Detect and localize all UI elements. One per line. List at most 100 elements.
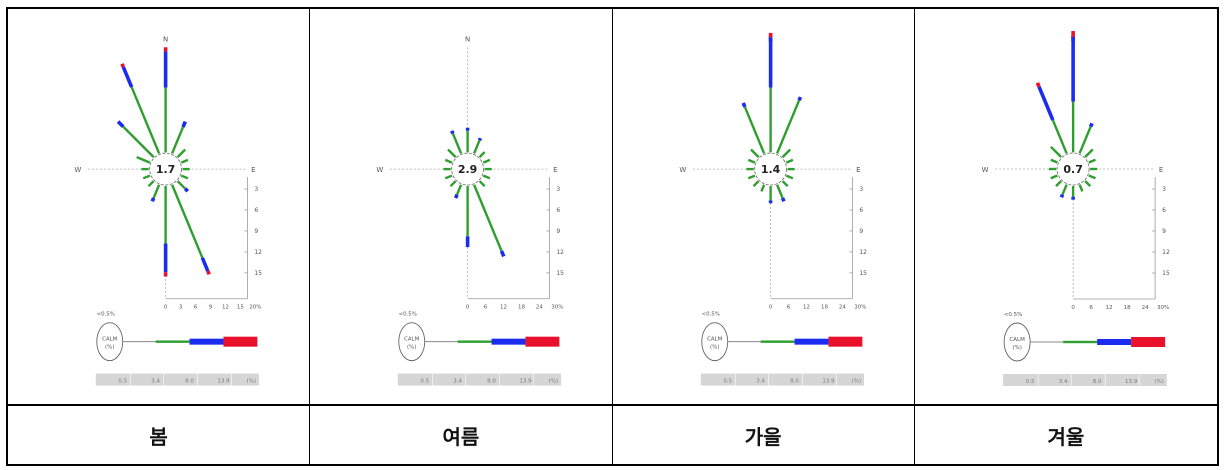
petal-segment (473, 184, 503, 252)
calm-circle (451, 152, 485, 186)
radial-tick-label: 9 (859, 228, 863, 235)
speed-bin-label: 13.9 (1125, 379, 1138, 385)
direction-label-west: W (981, 166, 988, 174)
petal-segment (749, 148, 759, 158)
speed-axis-label: 12 (222, 305, 229, 311)
petal-segment (170, 126, 185, 154)
legend-bar-segment-mid (491, 338, 526, 345)
speed-bin-label: 8.0 (1093, 379, 1102, 385)
radial-tick-label: 6 (859, 207, 863, 214)
windrose-chart-spring: N W E 3 6 9 12 15 0 3 6 9 12 15 20% 1.7 <0.5% CALM (%) 0.5 3… (74, 35, 262, 386)
petal-segment (1088, 158, 1096, 164)
legend-bar-segment-mid (1096, 339, 1131, 345)
radial-tick-label: 12 (557, 249, 565, 256)
petal-segment (473, 139, 481, 154)
radial-tick-label: 6 (254, 207, 258, 214)
legend-bar-segment-mid (189, 338, 224, 345)
calm-value: 2.9 (458, 163, 477, 176)
calm-legend-prefix: <0.5% (1004, 312, 1023, 318)
legend-bar-segment-mid (794, 338, 828, 345)
legend-bar-segment-high (827, 336, 862, 347)
calm-value: 1.7 (156, 163, 175, 176)
petal-segment (121, 66, 134, 88)
petal-segment (150, 197, 156, 203)
direction-label-north: N (163, 35, 168, 43)
speed-bin-label: (%) (851, 379, 860, 385)
speed-axis-label: 0 (466, 305, 470, 311)
speed-axis-label: 20% (249, 305, 261, 311)
speed-axis-label: 18 (518, 305, 525, 311)
petal-segment (1078, 184, 1084, 192)
calm-legend-prefix: <0.5% (97, 312, 115, 318)
speed-axis-label: 24 (838, 305, 845, 311)
petal-segment (147, 180, 155, 188)
windrose-cell-0: N W E 3 6 9 12 15 0 3 6 9 12 15 20% 1.7 <0.5% CALM (%) 0.5 3… (8, 9, 311, 406)
petal-segment (449, 180, 457, 188)
calm-legend-unit: (%) (105, 345, 114, 351)
petal-segment (206, 270, 211, 276)
petal-segment (781, 148, 791, 158)
petal-segment (1088, 122, 1094, 128)
speed-axis-label: 6 (484, 305, 488, 311)
calm-legend-label: CALM (404, 337, 420, 343)
petal-segment (116, 120, 125, 128)
petal-segment (479, 180, 486, 188)
petal-segment (1084, 148, 1094, 158)
calm-circle (1056, 152, 1090, 186)
petal-segment (780, 197, 786, 203)
season-cell-winter: 겨울 (915, 406, 1217, 464)
petal-segment (445, 158, 453, 164)
petal-segment (775, 184, 784, 199)
speed-axis-label: 9 (209, 305, 213, 311)
petal-segment (130, 86, 161, 154)
windrose-chart-winter: NWE36912150612182430%0.7<0.5%CALM(%)0.53… (981, 31, 1170, 386)
speed-bin-label: 3.4 (1059, 379, 1068, 385)
petal-segment (152, 184, 161, 199)
petal-segment (483, 158, 491, 164)
petal-segment (183, 187, 190, 193)
petal-segment (785, 158, 793, 164)
speed-axis-label: 30% (1157, 305, 1169, 311)
calm-value: 0.7 (1063, 163, 1083, 176)
speed-bin-label: (%) (549, 379, 558, 385)
speed-axis-label: 6 (194, 305, 198, 311)
petal-segment (122, 125, 155, 158)
calm-legend-prefix: <0.5% (701, 312, 719, 318)
petal-segment (1050, 158, 1058, 164)
season-cell-summer: 여름 (310, 406, 613, 464)
speed-bin-label: 8.0 (185, 379, 194, 385)
speed-bin-label: (%) (1154, 379, 1164, 385)
direction-label-east: E (856, 166, 860, 174)
speed-bin-strip (398, 373, 562, 386)
legend-bar-segment-low (457, 340, 492, 343)
season-label-winter: 겨울 (1047, 424, 1085, 449)
legend-bar-segment-low (760, 340, 795, 343)
calm-legend-unit: (%) (710, 345, 719, 351)
windrose-grid: N W E 3 6 9 12 15 0 3 6 9 12 15 20% 1.7 <0.5% CALM (%) 0.5 3… (8, 9, 1217, 464)
direction-label-north: N (465, 35, 470, 43)
radial-tick-label: 3 (254, 186, 258, 193)
speed-axis-label: 24 (1141, 305, 1148, 311)
petal-segment (1049, 145, 1062, 158)
radial-tick-label: 9 (254, 228, 258, 235)
speed-bin-label: 0.5 (421, 379, 430, 385)
windrose-chart-autumn: NWE36912150612182430%1.4<0.5%CALM(%)0.53… (679, 32, 867, 386)
legend-bar-segment-low (155, 340, 190, 343)
speed-bin-label: 3.4 (151, 379, 160, 385)
speed-axis-label: 12 (803, 305, 810, 311)
petal-segment (176, 148, 187, 158)
speed-axis-label: 15 (237, 305, 244, 311)
speed-axis-label: 18 (820, 305, 827, 311)
radial-tick-label: 3 (557, 186, 561, 193)
direction-label-west: W (679, 166, 686, 174)
season-cell-autumn: 가을 (613, 406, 915, 464)
petal-segment (447, 148, 457, 158)
petal-segment (1051, 119, 1068, 154)
petal-segment (759, 184, 765, 192)
petal-segment (775, 99, 800, 154)
petal-segment (483, 174, 491, 180)
speed-bin-label: 3.4 (756, 379, 765, 385)
radial-tick-label: 9 (557, 228, 561, 235)
season-label-autumn: 가을 (744, 424, 782, 449)
radial-tick-label: 6 (1162, 207, 1166, 214)
